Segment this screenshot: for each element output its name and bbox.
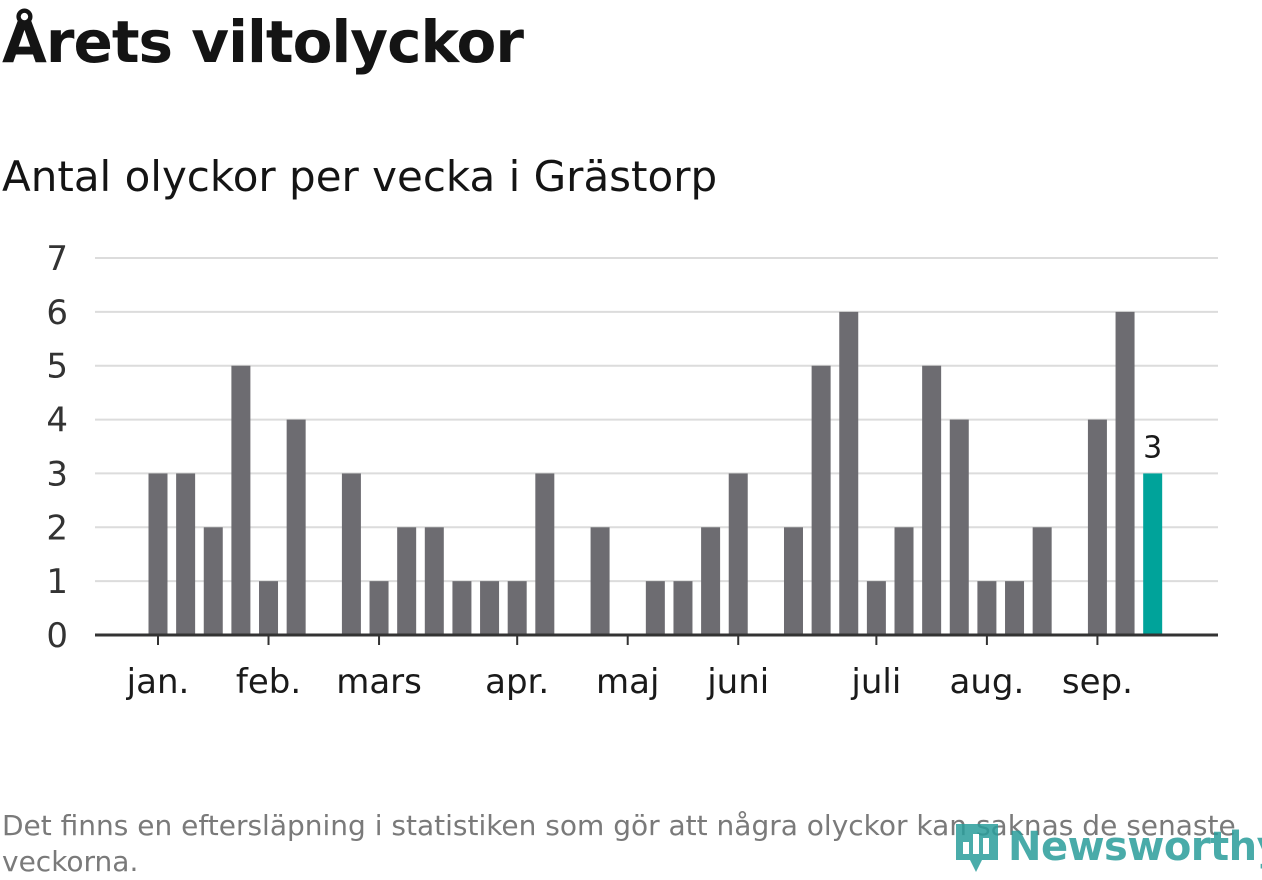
bar bbox=[1087, 419, 1107, 635]
bar bbox=[673, 581, 693, 635]
bar bbox=[148, 473, 168, 635]
data-label: 3 bbox=[1143, 430, 1162, 465]
chart-title: Årets viltolyckor bbox=[2, 8, 524, 76]
chart-subtitle: Antal olyckor per vecka i Grästorp bbox=[2, 152, 718, 201]
bar bbox=[894, 527, 914, 635]
bar bbox=[507, 581, 527, 635]
data-labels: 3 bbox=[1143, 430, 1162, 465]
bar bbox=[203, 527, 223, 635]
y-tick-label: 2 bbox=[46, 508, 68, 548]
y-tick-label: 3 bbox=[46, 454, 68, 494]
logo-text: Newsworthy bbox=[1008, 824, 1262, 870]
bar bbox=[645, 581, 665, 635]
bar bbox=[535, 473, 555, 635]
bars bbox=[148, 311, 1163, 635]
gridlines bbox=[95, 257, 1218, 583]
y-tick-label: 6 bbox=[46, 293, 68, 333]
bar bbox=[811, 365, 831, 635]
bar bbox=[286, 419, 306, 635]
bar bbox=[949, 419, 969, 635]
bar bbox=[922, 365, 942, 635]
x-tick-label: sep. bbox=[1062, 662, 1133, 702]
y-tick-label: 5 bbox=[46, 347, 68, 387]
bar bbox=[231, 365, 251, 635]
bar bbox=[1032, 527, 1052, 635]
x-axis: jan. feb. mars apr. maj juni juli aug. sep. bbox=[95, 633, 1218, 702]
x-tick-label: mars bbox=[336, 662, 422, 702]
bar-highlight bbox=[1143, 473, 1163, 635]
bar bbox=[839, 311, 859, 635]
bar bbox=[977, 581, 997, 635]
newsworthy-logo-icon bbox=[956, 824, 998, 872]
x-tick-label: juli bbox=[850, 662, 901, 702]
x-tick-label: jan. bbox=[126, 662, 190, 702]
bar bbox=[452, 581, 472, 635]
y-axis-ticks: 0 1 2 3 4 5 6 7 bbox=[46, 239, 68, 656]
bar bbox=[480, 581, 500, 635]
bar bbox=[1115, 311, 1135, 635]
bar bbox=[701, 527, 721, 635]
bar bbox=[341, 473, 361, 635]
y-tick-label: 7 bbox=[46, 239, 68, 279]
bar bbox=[424, 527, 444, 635]
x-tick-label: maj bbox=[596, 662, 659, 702]
y-tick-label: 0 bbox=[46, 616, 68, 656]
bar bbox=[369, 581, 389, 635]
newsworthy-logo: Newsworthy bbox=[952, 818, 1262, 876]
bar bbox=[590, 527, 610, 635]
bar bbox=[783, 527, 803, 635]
x-tick-label: juni bbox=[706, 662, 769, 702]
footnote: Det finns en eftersläpning i statistiken… bbox=[2, 809, 1236, 878]
y-tick-label: 1 bbox=[46, 562, 68, 602]
bar bbox=[866, 581, 886, 635]
bar bbox=[397, 527, 417, 635]
x-tick-label: aug. bbox=[950, 662, 1025, 702]
bar bbox=[1005, 581, 1025, 635]
bar bbox=[176, 473, 196, 635]
y-tick-label: 4 bbox=[46, 401, 68, 441]
bar bbox=[259, 581, 279, 635]
bar bbox=[728, 473, 748, 635]
x-tick-label: feb. bbox=[236, 662, 301, 702]
x-tick-label: apr. bbox=[485, 662, 549, 702]
